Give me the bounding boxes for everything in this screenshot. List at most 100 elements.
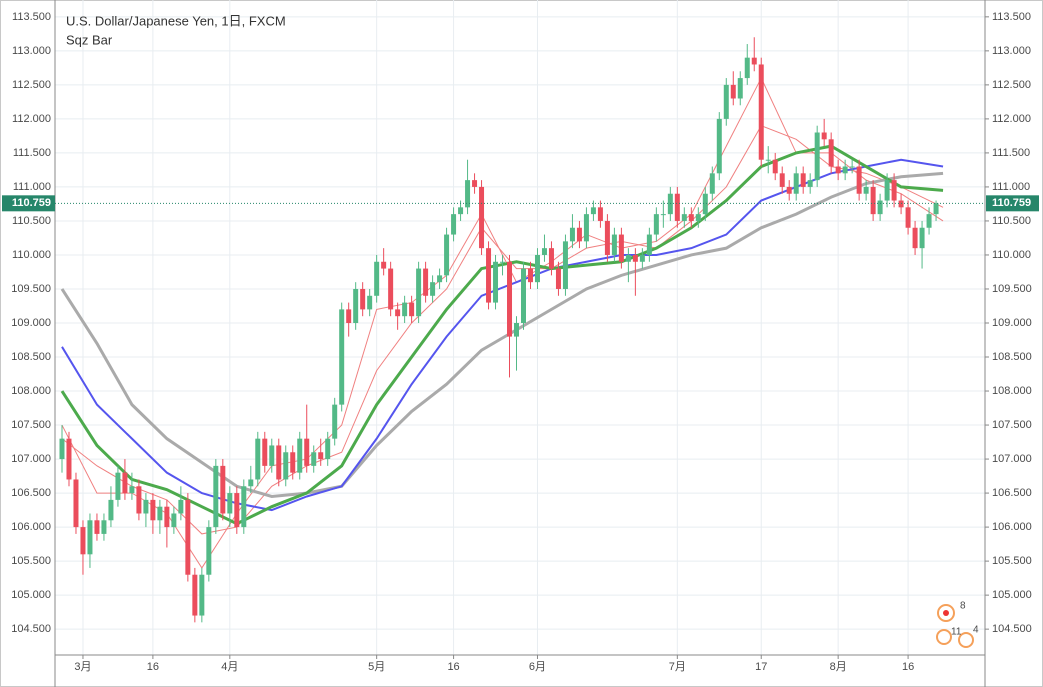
y-tick-label: 110.500 <box>12 215 51 227</box>
y-tick-label: 109.000 <box>11 317 51 329</box>
candle-body <box>849 166 855 168</box>
candle-body <box>590 207 596 215</box>
x-tick-label: 4月 <box>221 661 238 673</box>
candle-body <box>800 173 806 187</box>
event-count: 4 <box>973 625 979 636</box>
candle-body <box>381 261 387 269</box>
event-markers: 8 11 4 <box>936 601 979 648</box>
x-tick-label: 16 <box>902 661 914 673</box>
candle-body <box>772 159 778 174</box>
candle-body <box>416 268 422 317</box>
candle-body <box>507 261 513 337</box>
y-tick-label: 112.000 <box>12 113 51 125</box>
x-tick-label: 7月 <box>669 661 686 673</box>
candle-body <box>262 438 268 466</box>
candle-body <box>220 465 226 514</box>
candle-body <box>737 78 743 99</box>
candle-body <box>87 520 93 555</box>
chart-title: U.S. Dollar/Japanese Yen, 1日, FXCM <box>66 13 286 28</box>
y-tick-label: 107.000 <box>992 453 1032 465</box>
candle-body <box>660 214 666 216</box>
candle-body <box>709 173 715 194</box>
indicator-line <box>60 144 944 526</box>
y-tick-label: 109.000 <box>992 317 1032 329</box>
candle-body <box>926 214 932 228</box>
candle-body <box>73 479 79 528</box>
candle-body <box>835 166 841 174</box>
candle-body <box>213 465 219 528</box>
candle-body <box>779 173 785 187</box>
candle-body <box>94 520 100 534</box>
candle-body <box>374 261 380 296</box>
candle-body <box>688 214 694 221</box>
candle-body <box>667 193 673 215</box>
candle-body <box>576 227 582 242</box>
candle-body <box>101 520 107 534</box>
candle-body <box>898 200 904 208</box>
candle-body <box>905 207 911 228</box>
x-tick-label: 16 <box>447 661 459 673</box>
y-tick-label: 107.000 <box>11 453 51 465</box>
candle-body <box>765 159 771 161</box>
y-tick-label: 111.500 <box>13 147 51 159</box>
y-tick-label: 106.000 <box>11 521 51 533</box>
last-price-box <box>986 195 1039 212</box>
y-tick-label: 108.000 <box>11 385 51 397</box>
candle-body <box>730 84 736 99</box>
candle-body <box>185 499 191 575</box>
candle-body <box>758 64 764 160</box>
candle-body <box>360 288 366 310</box>
y-tick-label: 105.000 <box>992 589 1032 601</box>
candle-body <box>115 472 121 500</box>
y-tick-label: 110.000 <box>12 249 51 261</box>
candle-body <box>171 513 177 528</box>
candle-body <box>304 438 310 466</box>
candle-body <box>618 234 624 262</box>
candle-body <box>353 288 359 323</box>
candle-body <box>604 220 610 255</box>
y-tick-label: 105.000 <box>11 589 51 601</box>
candle-body <box>465 180 471 208</box>
candle-body <box>248 479 254 487</box>
y-tick-label: 113.000 <box>12 45 51 57</box>
candle-body <box>681 214 687 221</box>
candle-body <box>192 574 198 616</box>
candle-body <box>583 214 589 242</box>
candle-body <box>716 118 722 174</box>
y-tick-label: 104.500 <box>992 623 1032 635</box>
candle-body <box>611 234 617 255</box>
event-count: 8 <box>960 601 966 612</box>
candle-body <box>919 227 925 249</box>
indicator-line <box>60 171 944 499</box>
candle-body <box>395 309 401 317</box>
candle-body <box>912 227 918 249</box>
x-tick-label: 16 <box>147 661 159 673</box>
candle-body <box>325 438 331 460</box>
y-tick-label: 109.500 <box>992 283 1032 295</box>
candle-body <box>318 452 324 460</box>
candle-body <box>751 57 757 65</box>
x-tick-label: 6月 <box>529 661 546 673</box>
candle-body <box>276 445 282 480</box>
y-tick-label: 113.500 <box>12 11 51 23</box>
candle-body <box>933 203 939 215</box>
candle-body <box>437 275 443 283</box>
candles <box>59 37 939 623</box>
candle-body <box>430 282 436 296</box>
candle-body <box>409 302 415 317</box>
candle-body <box>646 234 652 255</box>
x-tick-label: 5月 <box>368 661 385 673</box>
candle-body <box>129 486 135 494</box>
candle-body <box>444 234 450 276</box>
candle-body <box>479 186 485 249</box>
candle-body <box>828 139 834 167</box>
candle-body <box>856 166 862 194</box>
candle-body <box>786 186 792 194</box>
y-tick-label: 112.500 <box>992 79 1031 91</box>
candle-body <box>541 248 547 255</box>
candle-body <box>723 84 729 119</box>
candle-body <box>367 295 373 310</box>
candle-body <box>297 438 303 473</box>
candle-body <box>562 241 568 289</box>
